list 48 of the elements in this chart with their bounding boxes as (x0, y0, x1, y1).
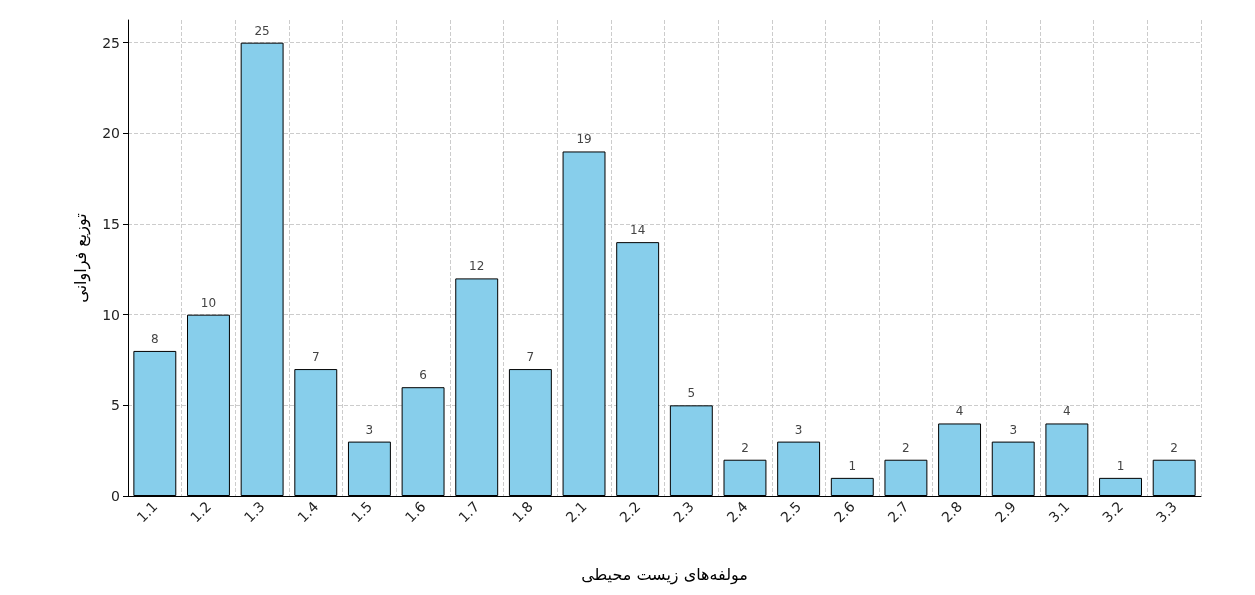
x-tick-label: 1.4 (294, 498, 322, 526)
y-axis-title: توزیع فراوانی (70, 213, 91, 303)
x-tick-label: 2.1 (562, 498, 590, 526)
y-tick-label: 10 (102, 306, 120, 323)
x-tick-label: 3.2 (1099, 498, 1127, 526)
y-tick-label: 0 (111, 488, 120, 504)
x-tick-label: 1.2 (187, 498, 215, 526)
data-label: 3 (365, 422, 374, 437)
data-label: 14 (630, 223, 646, 238)
data-label: 7 (311, 350, 320, 365)
x-tick-label: 2.4 (723, 498, 751, 526)
x-tick-label: 2.3 (669, 498, 697, 526)
x-tick-label: 1.3 (240, 498, 268, 526)
x-tick-label: 1.5 (348, 498, 376, 526)
x-tick-label: 3.3 (1152, 498, 1180, 526)
data-label: 1 (1116, 458, 1125, 473)
x-tick-label: 1.1 (133, 498, 161, 526)
y-tick-label: 15 (102, 216, 120, 232)
data-label: 3 (794, 422, 803, 437)
x-tick-label: 1.6 (401, 498, 429, 526)
y-tick-label: 25 (102, 34, 120, 51)
x-tick-label: 2.7 (884, 498, 912, 526)
data-label: 2 (1170, 440, 1178, 455)
data-label: 2 (741, 440, 749, 455)
x-tick-label: 1.7 (455, 498, 483, 526)
data-label: 25 (254, 23, 270, 38)
x-tick-label: 2.2 (616, 498, 644, 526)
data-label: 10 (200, 295, 217, 310)
x-axis-title: مولفه‌های زیست محیطی (581, 564, 748, 585)
x-tick-label: 1.8 (508, 498, 537, 526)
data-label: 5 (687, 386, 696, 401)
data-label: 4 (955, 404, 964, 419)
x-tick-label: 2.6 (830, 498, 858, 526)
data-label: 4 (1063, 404, 1071, 419)
data-label: 12 (469, 259, 485, 274)
x-tick-label: 3.1 (1045, 498, 1073, 526)
data-label: 7 (526, 350, 535, 365)
data-label: 3 (1009, 422, 1018, 437)
x-tick-label: 2.8 (938, 498, 966, 526)
data-label: 1 (848, 458, 857, 473)
data-label: 2 (902, 440, 910, 455)
data-label: 6 (419, 368, 427, 383)
y-tick-label: 5 (111, 397, 120, 414)
x-tick-label: 2.5 (777, 498, 805, 526)
x-tick-label: 2.9 (991, 498, 1019, 526)
y-tick-label: 20 (102, 125, 120, 142)
data-label: 8 (151, 331, 159, 346)
data-label: 19 (576, 132, 592, 147)
